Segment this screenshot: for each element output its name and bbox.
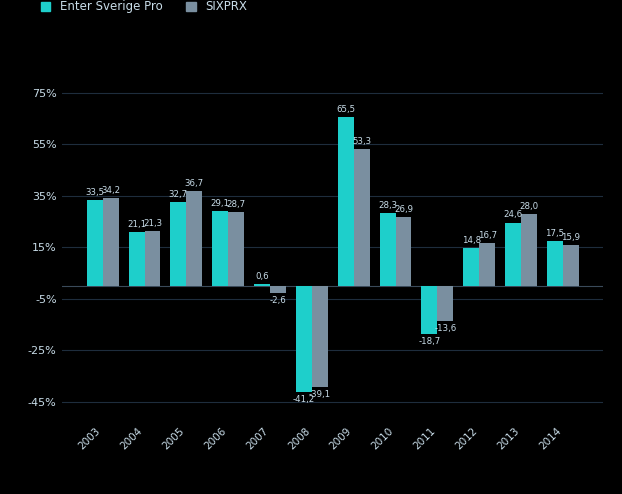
Bar xyxy=(170,202,187,286)
Bar xyxy=(187,191,202,286)
Text: 53,3: 53,3 xyxy=(352,136,371,146)
Bar xyxy=(354,149,369,286)
Legend: Enter Sverige Pro, SIXPRX: Enter Sverige Pro, SIXPRX xyxy=(41,0,247,13)
Bar xyxy=(521,214,537,286)
Text: 34,2: 34,2 xyxy=(101,186,120,195)
Text: 24,6: 24,6 xyxy=(503,210,522,219)
Text: 0,6: 0,6 xyxy=(255,272,269,281)
Bar xyxy=(103,198,119,286)
Bar xyxy=(129,232,144,286)
Text: 32,7: 32,7 xyxy=(169,190,188,199)
Text: 33,5: 33,5 xyxy=(85,188,104,197)
Bar xyxy=(312,286,328,387)
Bar xyxy=(87,200,103,286)
Bar xyxy=(479,243,495,286)
Bar xyxy=(505,223,521,286)
Bar xyxy=(270,286,286,292)
Text: 65,5: 65,5 xyxy=(336,105,355,114)
Bar xyxy=(379,213,396,286)
Bar xyxy=(563,245,578,286)
Text: 21,3: 21,3 xyxy=(143,219,162,228)
Bar xyxy=(144,231,160,286)
Text: -39,1: -39,1 xyxy=(309,390,331,399)
Bar xyxy=(254,285,270,286)
Text: 14,8: 14,8 xyxy=(462,236,481,245)
Text: 16,7: 16,7 xyxy=(478,231,497,240)
Text: 15,9: 15,9 xyxy=(561,233,580,242)
Bar xyxy=(437,286,453,321)
Bar xyxy=(212,211,228,286)
Bar xyxy=(228,212,244,286)
Text: -2,6: -2,6 xyxy=(269,296,286,305)
Text: -18,7: -18,7 xyxy=(418,337,440,346)
Bar xyxy=(296,286,312,392)
Text: 36,7: 36,7 xyxy=(185,179,204,188)
Text: 29,1: 29,1 xyxy=(211,199,230,208)
Bar xyxy=(547,241,563,286)
Bar xyxy=(338,117,354,286)
Text: 17,5: 17,5 xyxy=(545,229,564,238)
Text: -41,2: -41,2 xyxy=(293,395,315,404)
Text: 28,3: 28,3 xyxy=(378,201,397,210)
Text: 26,9: 26,9 xyxy=(394,205,413,213)
Bar xyxy=(396,217,411,286)
Text: 28,7: 28,7 xyxy=(226,200,246,209)
Text: 28,0: 28,0 xyxy=(519,202,539,211)
Bar xyxy=(463,248,479,286)
Text: -13,6: -13,6 xyxy=(434,324,457,333)
Bar xyxy=(422,286,437,334)
Text: 21,1: 21,1 xyxy=(127,219,146,229)
